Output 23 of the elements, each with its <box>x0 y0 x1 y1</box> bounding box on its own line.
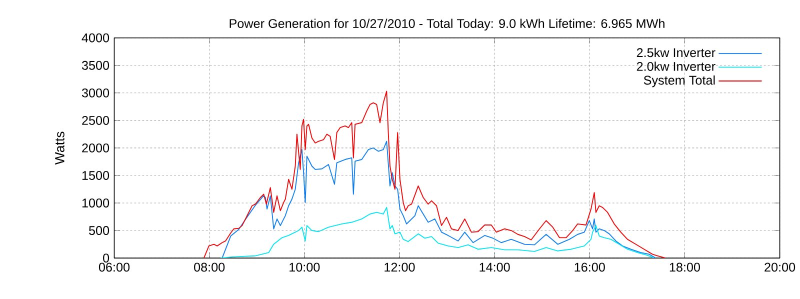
y-tick-label: 0 <box>103 254 110 263</box>
y-tick-label: 4000 <box>82 33 110 42</box>
y-tick-label: 3000 <box>82 88 110 98</box>
x-tick-label: 10:00 <box>290 262 320 272</box>
y-tick-label: 1500 <box>82 171 110 180</box>
y-axis-title: Watts <box>55 132 64 165</box>
legend-label: System Total <box>644 75 715 88</box>
x-tick-label: 16:00 <box>574 262 605 272</box>
x-tick-label: 18:00 <box>670 262 700 272</box>
legend-label: 2.5kw Inverter <box>636 48 716 58</box>
x-tick-label: 20:00 <box>764 262 796 272</box>
x-tick-label: 06:00 <box>98 262 130 272</box>
x-tick-label: 08:00 <box>194 262 225 272</box>
y-tick-label: 1000 <box>82 198 110 208</box>
x-tick-label: 14:00 <box>480 262 510 272</box>
y-tick-label: 3500 <box>82 60 110 70</box>
y-tick-label: 2500 <box>82 116 110 125</box>
line-series <box>222 140 656 258</box>
x-tick-label: 12:00 <box>384 262 415 272</box>
chart-title: Power Generation for 10/27/2010 - Total Today: 9.0 kWh Lifetime: 6.965 MWh <box>230 18 664 31</box>
y-tick-label: 2000 <box>82 144 110 152</box>
y-tick-label: 500 <box>89 226 110 236</box>
legend-label: 2.0kw Inverter <box>636 62 716 71</box>
